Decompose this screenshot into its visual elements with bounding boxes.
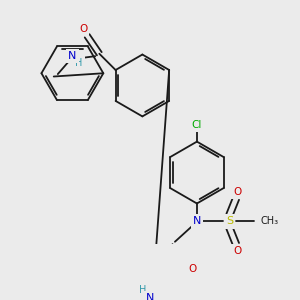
Text: O: O	[189, 264, 197, 274]
Text: H: H	[75, 58, 83, 68]
Text: Cl: Cl	[192, 120, 202, 130]
Text: CH₃: CH₃	[260, 216, 278, 226]
Text: N: N	[193, 216, 201, 226]
Text: N: N	[146, 293, 155, 300]
Text: S: S	[226, 216, 233, 226]
Text: N: N	[68, 51, 76, 61]
Text: O: O	[233, 187, 242, 197]
Text: O: O	[233, 246, 242, 256]
Text: H: H	[139, 285, 146, 295]
Text: O: O	[79, 24, 87, 34]
